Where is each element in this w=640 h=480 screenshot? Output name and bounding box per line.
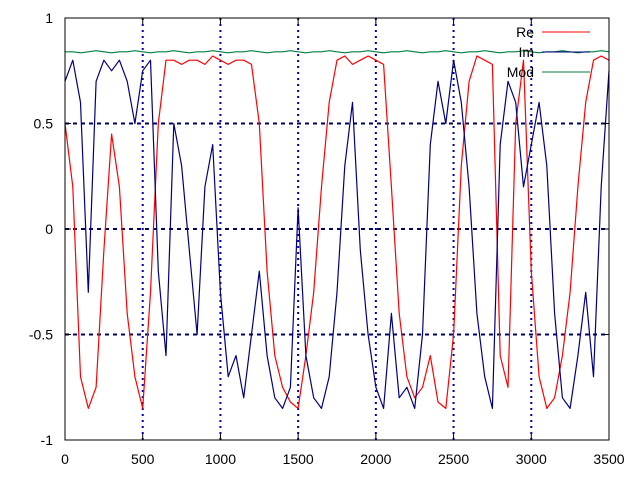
series-line-re	[64, 55, 610, 409]
legend-label-re: Re	[516, 24, 534, 40]
x-tick-label: 3000	[516, 451, 547, 467]
x-tick-label: 2000	[360, 451, 391, 467]
x-tick-label: 1500	[283, 451, 314, 467]
y-tick-label: -0.5	[29, 327, 53, 343]
series-line-im	[64, 59, 610, 409]
legend-label-im: Im	[518, 44, 534, 60]
axis-ticks: 0 500 1000 1500 2000 2500 3000 3500 -1 -0.5 0 0.5 1	[29, 10, 625, 467]
y-tick-label: -1	[41, 432, 54, 448]
series-line-mod	[65, 50, 610, 54]
x-tick-label: 0	[61, 451, 69, 467]
legend: Re Im Mod	[507, 24, 590, 80]
legend-label-mod: Mod	[507, 64, 534, 80]
x-tick-label: 2500	[438, 451, 469, 467]
series-layer	[64, 50, 610, 409]
x-tick-label: 1000	[205, 451, 236, 467]
y-tick-label: 0.5	[34, 116, 54, 132]
y-tick-label: 1	[45, 10, 53, 26]
x-tick-label: 500	[131, 451, 155, 467]
grid	[65, 18, 609, 440]
x-tick-label: 3500	[593, 451, 624, 467]
y-tick-label: 0	[45, 221, 53, 237]
